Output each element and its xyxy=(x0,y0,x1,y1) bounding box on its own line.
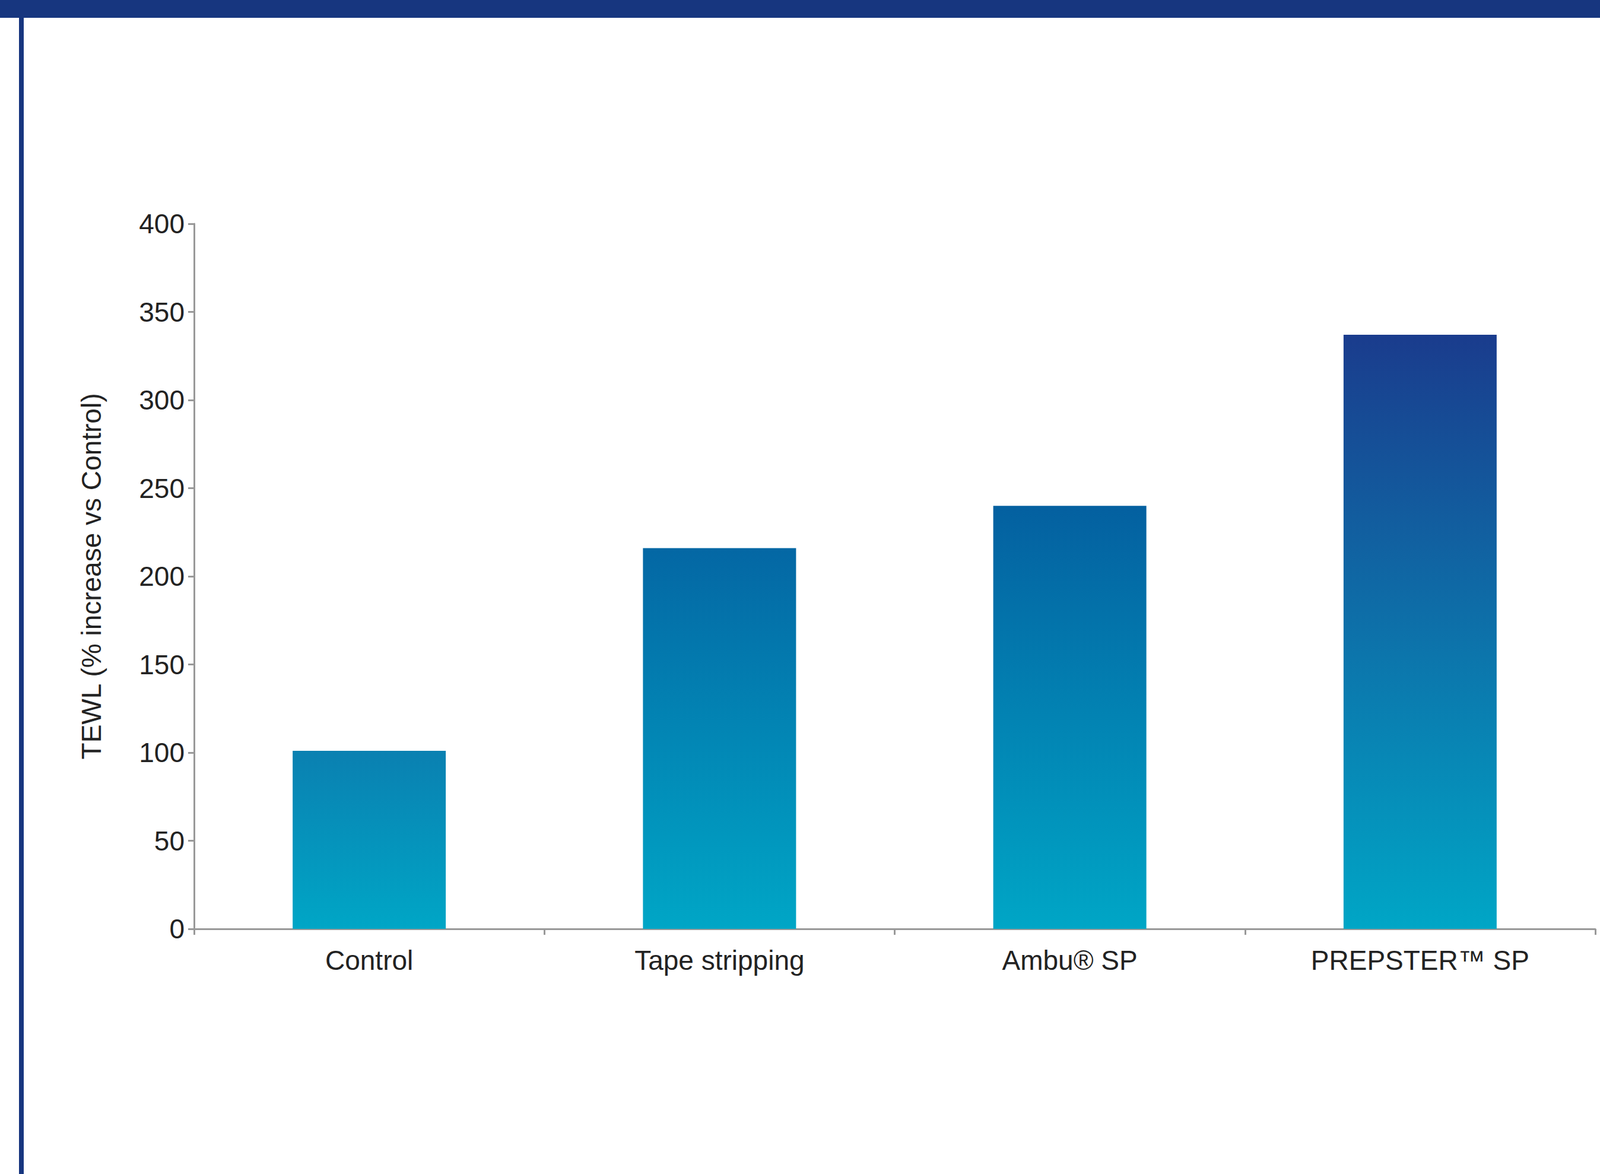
svg-text:150: 150 xyxy=(138,649,185,681)
svg-text:350: 350 xyxy=(138,296,185,328)
svg-text:200: 200 xyxy=(138,560,185,592)
svg-text:250: 250 xyxy=(138,472,185,504)
svg-text:0: 0 xyxy=(169,913,185,945)
svg-text:TEWL (% increase vs Control): TEWL (% increase vs Control) xyxy=(75,393,107,760)
svg-text:50: 50 xyxy=(154,825,185,857)
svg-text:100: 100 xyxy=(138,737,185,768)
svg-text:Ambu® SP: Ambu® SP xyxy=(1002,944,1138,976)
svg-text:Tape stripping: Tape stripping xyxy=(634,944,805,976)
svg-text:Control: Control xyxy=(325,944,414,976)
svg-text:PREPSTER™ SP: PREPSTER™ SP xyxy=(1310,944,1530,976)
svg-text:400: 400 xyxy=(138,208,185,240)
svg-text:300: 300 xyxy=(138,384,185,416)
